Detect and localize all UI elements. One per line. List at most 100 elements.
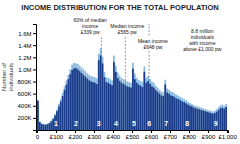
bar	[111, 85, 113, 130]
decile-label: 4	[114, 120, 118, 127]
bar	[197, 106, 199, 130]
y-tick: 200K	[17, 115, 36, 121]
bar	[208, 110, 210, 130]
bar	[144, 72, 146, 130]
x-tick-label: 0	[36, 134, 40, 140]
bar	[86, 79, 88, 130]
decile-label: 3	[97, 120, 101, 127]
x-tick: £700	[164, 130, 178, 140]
bar	[136, 83, 138, 130]
bar	[41, 123, 43, 130]
bar	[90, 82, 92, 130]
bar	[37, 101, 39, 130]
bar	[218, 107, 220, 130]
bar	[111, 80, 113, 130]
bar	[155, 90, 157, 130]
x-tick: £400	[107, 130, 121, 140]
x-tick-label: £100	[50, 134, 64, 140]
x-tick-mark	[208, 130, 209, 133]
bar	[94, 83, 96, 130]
bar	[105, 82, 107, 130]
x-tick-label: £300	[88, 134, 102, 140]
x-tick-mark	[113, 130, 114, 133]
bar	[39, 122, 41, 130]
bar	[81, 73, 83, 130]
bar	[43, 124, 45, 130]
y-tick: 400K	[17, 103, 36, 109]
bar	[220, 105, 222, 130]
bar	[109, 79, 111, 130]
x-tick-mark	[170, 130, 171, 133]
bar	[155, 86, 157, 130]
annotation-background	[137, 37, 169, 51]
bar	[142, 87, 144, 130]
bar	[159, 94, 161, 130]
bar	[92, 82, 94, 130]
bar	[83, 69, 85, 130]
bar	[220, 108, 222, 130]
bar	[204, 109, 206, 130]
bar	[189, 106, 191, 130]
reference-line	[101, 24, 102, 130]
bar	[98, 54, 100, 130]
x-tick: 0	[36, 130, 40, 140]
bar	[41, 124, 43, 130]
bar	[142, 82, 144, 130]
decile-label: 6	[147, 120, 151, 127]
bar	[157, 92, 159, 130]
bar	[210, 113, 212, 130]
bar	[58, 106, 60, 130]
bar	[138, 85, 140, 130]
bar	[144, 66, 146, 130]
bar	[126, 82, 128, 130]
bar	[83, 75, 85, 130]
bar	[107, 83, 109, 130]
bar	[178, 99, 180, 130]
y-tick-label: 1.4M	[18, 43, 31, 49]
annotation-line: £648 pw	[143, 44, 162, 50]
y-tick-label: 400K	[17, 103, 31, 109]
x-tick-mark	[94, 130, 95, 133]
bar-series	[37, 55, 227, 130]
decile-label: 9	[214, 120, 218, 127]
bar	[174, 97, 176, 130]
x-tick-label: £800	[183, 134, 197, 140]
bar	[79, 66, 81, 130]
bar	[37, 100, 39, 130]
labels: 12345678960% of medianincome£339 pwMedia…	[54, 16, 223, 127]
bar	[85, 71, 87, 130]
bar	[180, 97, 182, 130]
bar	[121, 78, 123, 130]
bar	[88, 75, 90, 130]
bar	[206, 112, 208, 130]
bar	[119, 75, 121, 130]
bar	[136, 78, 138, 130]
x-tick: £800	[183, 130, 197, 140]
bar	[225, 104, 227, 130]
bar	[85, 77, 87, 130]
bar	[50, 122, 52, 130]
bar	[66, 80, 68, 130]
bar	[71, 65, 73, 130]
bar	[138, 80, 140, 130]
y-tick: 1.6M	[18, 31, 36, 37]
bar	[178, 96, 180, 130]
bar	[104, 77, 106, 130]
bar	[66, 85, 68, 130]
decile-label: 7	[164, 120, 168, 127]
y-tick-mark	[33, 69, 36, 70]
bar	[195, 108, 197, 130]
x-axis-line	[37, 131, 229, 134]
bar	[50, 121, 52, 130]
bar	[48, 123, 50, 130]
bar	[58, 104, 60, 130]
bar	[168, 90, 170, 130]
x-tick: £300	[88, 130, 102, 140]
bar	[153, 83, 155, 130]
bar	[223, 109, 225, 130]
annotation-background	[109, 22, 145, 36]
x-tick-label: £200	[69, 134, 83, 140]
bar	[64, 90, 66, 130]
x-tick: £100	[50, 130, 64, 140]
x-tick-mark	[227, 130, 228, 133]
